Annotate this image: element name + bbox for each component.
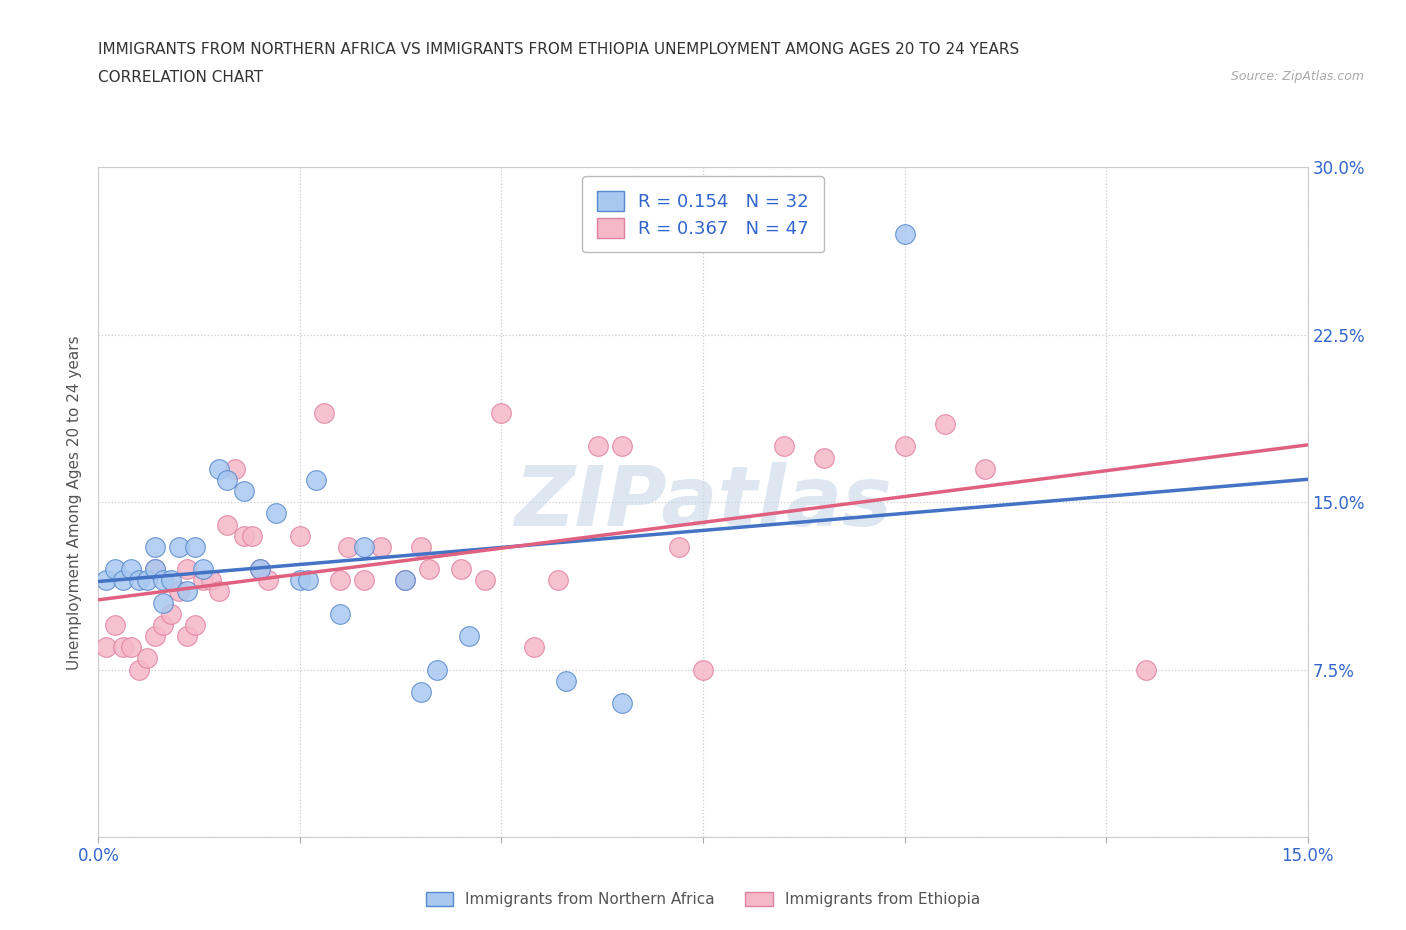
Point — [135, 573, 157, 588]
Point — [692, 662, 714, 677]
Point — [152, 618, 174, 632]
Point — [772, 439, 794, 454]
Text: ZIPatlas: ZIPatlas — [515, 461, 891, 543]
Point — [893, 439, 915, 454]
Point — [103, 562, 125, 577]
Point — [184, 539, 207, 554]
Point — [143, 629, 166, 644]
Point — [934, 417, 956, 432]
Point — [184, 618, 207, 632]
Text: IMMIGRANTS FROM NORTHERN AFRICA VS IMMIGRANTS FROM ETHIOPIA UNEMPLOYMENT AMONG A: IMMIGRANTS FROM NORTHERN AFRICA VS IMMIG… — [98, 42, 1019, 57]
Point — [329, 573, 352, 588]
Point — [103, 618, 125, 632]
Point — [200, 573, 222, 588]
Point — [160, 573, 183, 588]
Point — [111, 640, 134, 655]
Point — [974, 461, 997, 476]
Point — [612, 696, 634, 711]
Point — [418, 562, 440, 577]
Point — [217, 517, 239, 532]
Point — [193, 573, 215, 588]
Point — [264, 506, 287, 521]
Point — [143, 562, 166, 577]
Point — [474, 573, 496, 588]
Point — [394, 573, 416, 588]
Point — [96, 573, 118, 588]
Point — [232, 528, 254, 543]
Point — [193, 562, 215, 577]
Point — [217, 472, 239, 487]
Point — [167, 584, 190, 599]
Point — [458, 629, 481, 644]
Point — [668, 539, 690, 554]
Point — [96, 640, 118, 655]
Point — [305, 472, 328, 487]
Point — [491, 405, 513, 420]
Point — [353, 573, 375, 588]
Point — [547, 573, 569, 588]
Point — [288, 573, 311, 588]
Point — [394, 573, 416, 588]
Point — [249, 562, 271, 577]
Point — [167, 539, 190, 554]
Point — [143, 562, 166, 577]
Point — [120, 562, 142, 577]
Point — [450, 562, 472, 577]
Legend: R = 0.154   N = 32, R = 0.367   N = 47: R = 0.154 N = 32, R = 0.367 N = 47 — [582, 177, 824, 252]
Point — [135, 651, 157, 666]
Point — [128, 573, 150, 588]
Point — [208, 584, 231, 599]
Point — [240, 528, 263, 543]
Point — [353, 539, 375, 554]
Point — [370, 539, 392, 554]
Point — [586, 439, 609, 454]
Text: Source: ZipAtlas.com: Source: ZipAtlas.com — [1230, 70, 1364, 83]
Point — [152, 595, 174, 610]
Point — [409, 539, 432, 554]
Point — [152, 573, 174, 588]
Legend: Immigrants from Northern Africa, Immigrants from Ethiopia: Immigrants from Northern Africa, Immigra… — [419, 885, 987, 913]
Text: CORRELATION CHART: CORRELATION CHART — [98, 70, 263, 85]
Point — [176, 629, 198, 644]
Point — [409, 684, 432, 699]
Point — [1135, 662, 1157, 677]
Point — [555, 673, 578, 688]
Y-axis label: Unemployment Among Ages 20 to 24 years: Unemployment Among Ages 20 to 24 years — [67, 335, 83, 670]
Point — [128, 662, 150, 677]
Point — [111, 573, 134, 588]
Point — [893, 227, 915, 242]
Point — [249, 562, 271, 577]
Point — [176, 584, 198, 599]
Point — [523, 640, 546, 655]
Point — [224, 461, 246, 476]
Point — [612, 439, 634, 454]
Point — [426, 662, 449, 677]
Point — [176, 562, 198, 577]
Point — [232, 484, 254, 498]
Point — [208, 461, 231, 476]
Point — [120, 640, 142, 655]
Point — [256, 573, 278, 588]
Point — [143, 539, 166, 554]
Point — [297, 573, 319, 588]
Point — [329, 606, 352, 621]
Point — [314, 405, 336, 420]
Point — [160, 606, 183, 621]
Point — [288, 528, 311, 543]
Point — [337, 539, 360, 554]
Point — [813, 450, 835, 465]
